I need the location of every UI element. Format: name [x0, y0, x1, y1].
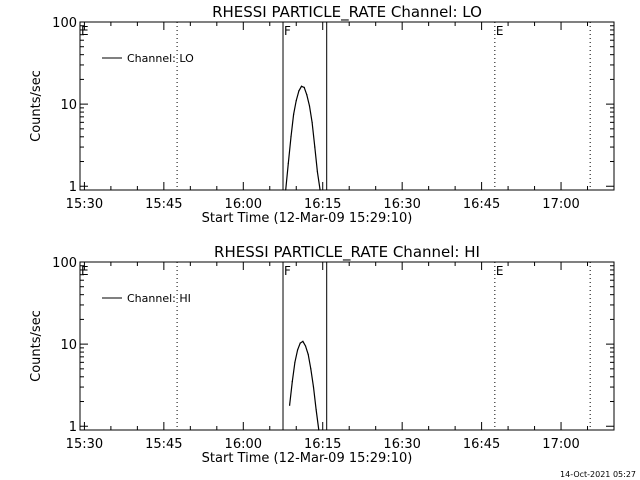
panel2-data-point — [294, 361, 296, 363]
panel2-data-point — [312, 386, 315, 388]
panel2-series-line — [289, 340, 320, 431]
panel2-data-point — [302, 340, 304, 342]
panel1-x-axis-label: Start Time (12-Mar-09 15:29:10) — [202, 211, 413, 226]
panel1-data-point — [290, 136, 292, 138]
panel1-data-point — [300, 85, 303, 87]
panel2-x-tick-label: 16:15 — [304, 437, 341, 452]
panel1-data-point — [311, 121, 313, 123]
panel2-data-point — [299, 342, 301, 344]
panel1-data-point — [319, 189, 321, 191]
panel1-x-tick-label: 16:45 — [463, 197, 500, 212]
panel1-series-line — [285, 85, 321, 191]
panel1-x-tick-label: 16:00 — [225, 197, 262, 212]
panel1-data-point — [295, 100, 297, 102]
panel2-plot-frame — [79, 261, 615, 431]
panel1-x-tick-label: 17:00 — [542, 197, 579, 212]
panel2-x-tick-label: 16:45 — [463, 437, 500, 452]
panel1-data-point — [298, 90, 300, 92]
panel2-y-tick-label: 1 — [69, 420, 77, 435]
panel2-title: RHESSI PARTICLE_RATE Channel: HI — [214, 243, 480, 262]
panel2-x-tick-label: 17:00 — [542, 437, 579, 452]
panel2-x-tick-label: 16:30 — [383, 437, 420, 452]
panel1-plot-frame — [79, 21, 615, 191]
panel1-x-tick-label: 15:45 — [145, 197, 182, 212]
panel1-y-tick-label: 100 — [52, 16, 77, 31]
panel2-data-point — [296, 349, 299, 351]
panel2-x-tick-label: 15:45 — [145, 437, 182, 452]
panel1-x-tick-label: 15:30 — [66, 197, 103, 212]
panel2-data-point — [318, 429, 320, 431]
panel2-y-axis-label: Counts/sec — [29, 310, 44, 382]
panel1-y-tick-label: 1 — [69, 180, 77, 195]
panel2-data-point — [291, 380, 293, 383]
panel1-data-point — [293, 113, 295, 115]
panel1-data-point — [303, 86, 305, 88]
panel1-title: RHESSI PARTICLE_RATE Channel: LO — [212, 3, 482, 22]
panel1-marker-label: F — [284, 24, 291, 38]
panel1-y-axis-label: Counts/sec — [29, 70, 44, 142]
panel1-legend-label: Channel: LO — [127, 52, 194, 65]
panel2-y-tick-label: 10 — [60, 338, 77, 353]
panel2-y-tick-label: 100 — [52, 256, 77, 271]
panel1-marker-label: E — [496, 24, 504, 38]
panel1-data-point — [306, 94, 308, 96]
panel2-data-point — [304, 345, 307, 347]
panel2-data-point — [289, 404, 291, 406]
panel1-y-tick-label: 10 — [60, 98, 77, 113]
panel2-marker-label: F — [284, 264, 291, 278]
panel1-data-point — [314, 146, 316, 148]
panel1-x-tick-label: 16:15 — [304, 197, 341, 212]
panel2-legend-label: Channel: HI — [127, 292, 191, 305]
panel2-marker-label: E — [496, 264, 504, 278]
panel1-data-point — [316, 171, 319, 173]
panel2-region-label: E — [81, 264, 89, 278]
panel2-data-point — [307, 353, 309, 355]
panel1-data-point — [308, 105, 311, 107]
panel2-x-tick-label: 15:30 — [66, 437, 103, 452]
panel1-data-point — [285, 189, 287, 191]
panel1-region-label: E — [81, 24, 89, 38]
footer-timestamp: 14-Oct-2021 05:27 — [560, 470, 636, 479]
panel2-x-tick-label: 16:00 — [225, 437, 262, 452]
panel2-data-point — [315, 408, 317, 411]
panel2-data-point — [310, 368, 312, 370]
panel1-x-tick-label: 16:30 — [383, 197, 420, 212]
panel2-x-axis-label: Start Time (12-Mar-09 15:29:10) — [202, 451, 413, 466]
panel1-data-point — [287, 162, 289, 164]
